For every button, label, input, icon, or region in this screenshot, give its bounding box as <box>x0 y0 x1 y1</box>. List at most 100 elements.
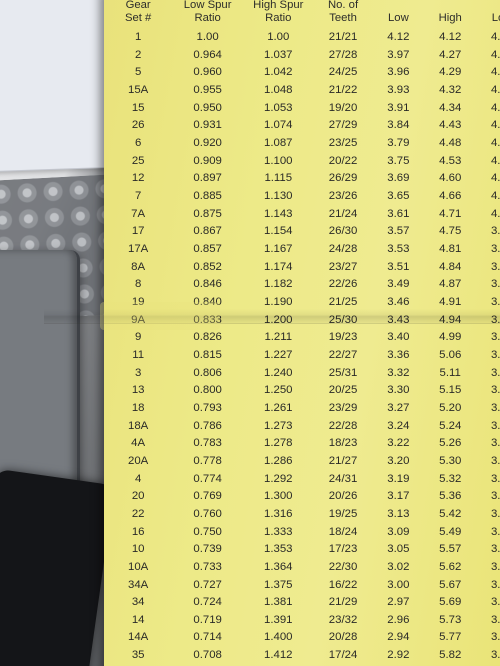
cell: 1.174 <box>243 259 314 277</box>
cell: 3.81 <box>476 311 500 329</box>
cell: 4.91 <box>424 294 476 312</box>
table-row: 220.7601.31619/253.135.423.47 <box>104 506 500 524</box>
cell: 23/29 <box>314 400 373 418</box>
cell: 0.826 <box>172 329 243 347</box>
table-row: 20A0.7781.28621/273.205.303.55 <box>104 453 500 471</box>
cell: 0.760 <box>172 506 243 524</box>
table-row: 60.9201.08723/253.794.484.20 <box>104 135 500 153</box>
cell: 20 <box>104 488 172 506</box>
cell: 24/28 <box>314 241 373 259</box>
cell: 21/27 <box>314 453 373 471</box>
cell: 3.72 <box>476 347 500 365</box>
cell: 5 <box>104 64 172 82</box>
col-header-low2: Low <box>476 0 500 29</box>
cell: 3.58 <box>476 435 500 453</box>
cell: 0.714 <box>172 629 243 647</box>
cell: 4.34 <box>476 100 500 118</box>
cell: 8A <box>104 259 172 277</box>
cell: 1.333 <box>243 523 314 541</box>
cell: 10A <box>104 559 172 577</box>
cell: 1.053 <box>243 100 314 118</box>
cell: 1.273 <box>243 417 314 435</box>
table-header: GearSet #Low SpurRatioHigh SpurRatioNo. … <box>104 0 500 29</box>
cell: 3.24 <box>372 417 424 435</box>
cell: 8 <box>104 276 172 294</box>
cell: 5.77 <box>424 629 476 647</box>
cell: 4.71 <box>424 206 476 224</box>
cell: 0.950 <box>172 100 243 118</box>
cell: 4.43 <box>424 117 476 135</box>
cell: 24/31 <box>314 470 373 488</box>
cell: 3.61 <box>372 206 424 224</box>
cell: 5.06 <box>424 347 476 365</box>
cell: 1.300 <box>243 488 314 506</box>
cell: 0.846 <box>172 276 243 294</box>
cell: 27/28 <box>314 47 373 65</box>
cell: 1.130 <box>243 188 314 206</box>
cell: 3.32 <box>476 576 500 594</box>
cell: 12 <box>104 170 172 188</box>
cell: 2.96 <box>372 612 424 630</box>
cell: 5.26 <box>424 435 476 453</box>
cell: 22 <box>104 506 172 524</box>
cell: 27/29 <box>314 117 373 135</box>
cell: 18A <box>104 417 172 435</box>
cell: 4.12 <box>372 29 424 47</box>
cell: 1.261 <box>243 400 314 418</box>
cell: 0.897 <box>172 170 243 188</box>
cell: 4.99 <box>424 329 476 347</box>
cell: 1.167 <box>243 241 314 259</box>
cell: 0.960 <box>172 64 243 82</box>
cell: 19/23 <box>314 329 373 347</box>
cell: 5.42 <box>424 506 476 524</box>
cell: 10 <box>104 541 172 559</box>
table-body: 11.001.0021/214.124.124.5720.9641.03727/… <box>104 29 500 666</box>
cell: 0.885 <box>172 188 243 206</box>
cell: 1.042 <box>243 64 314 82</box>
cell: 9 <box>104 329 172 347</box>
cell: 4.26 <box>476 117 500 135</box>
cell: 3.22 <box>372 435 424 453</box>
cell: 21/21 <box>314 29 373 47</box>
table-row: 8A0.8521.17423/273.514.843.89 <box>104 259 500 277</box>
cell: 3.52 <box>476 488 500 506</box>
cell: 3.87 <box>476 276 500 294</box>
cell: 22/27 <box>314 347 373 365</box>
cell: 3.43 <box>476 523 500 541</box>
cell: 0.708 <box>172 647 243 665</box>
cell: 0.724 <box>172 594 243 612</box>
table-row: 10A0.7331.36422/303.025.623.35 <box>104 559 500 577</box>
cell: 3.89 <box>476 259 500 277</box>
cell: 4.36 <box>476 82 500 100</box>
table-row: 20.9641.03727/283.974.274.41 <box>104 47 500 65</box>
cell: 2.92 <box>372 647 424 665</box>
cell: 1 <box>104 29 172 47</box>
cell: 17/24 <box>314 647 373 665</box>
cell: 1.115 <box>243 170 314 188</box>
cell: 3.55 <box>476 453 500 471</box>
cell: 4.81 <box>424 241 476 259</box>
cell: 5.20 <box>424 400 476 418</box>
cell: 5.11 <box>424 364 476 382</box>
cell: 21/22 <box>314 82 373 100</box>
cell: 0.964 <box>172 47 243 65</box>
cell: 34 <box>104 594 172 612</box>
table-row: 350.7081.41217/242.925.823.24 <box>104 647 500 665</box>
cell: 21/25 <box>314 294 373 312</box>
table-row: 80.8461.18222/263.494.873.87 <box>104 276 500 294</box>
cell: 1.391 <box>243 612 314 630</box>
cell: 4.48 <box>424 135 476 153</box>
cell: 1.364 <box>243 559 314 577</box>
cell: 34A <box>104 576 172 594</box>
cell: 4.32 <box>424 82 476 100</box>
cell: 1.278 <box>243 435 314 453</box>
cell: 0.931 <box>172 117 243 135</box>
cell: 5.69 <box>424 594 476 612</box>
cell: 5.32 <box>424 470 476 488</box>
cell: 3.40 <box>372 329 424 347</box>
cell: 0.719 <box>172 612 243 630</box>
col-header-gear_set: GearSet # <box>104 0 172 29</box>
cell: 20/22 <box>314 153 373 171</box>
cell: 25 <box>104 153 172 171</box>
cell: 20/25 <box>314 382 373 400</box>
